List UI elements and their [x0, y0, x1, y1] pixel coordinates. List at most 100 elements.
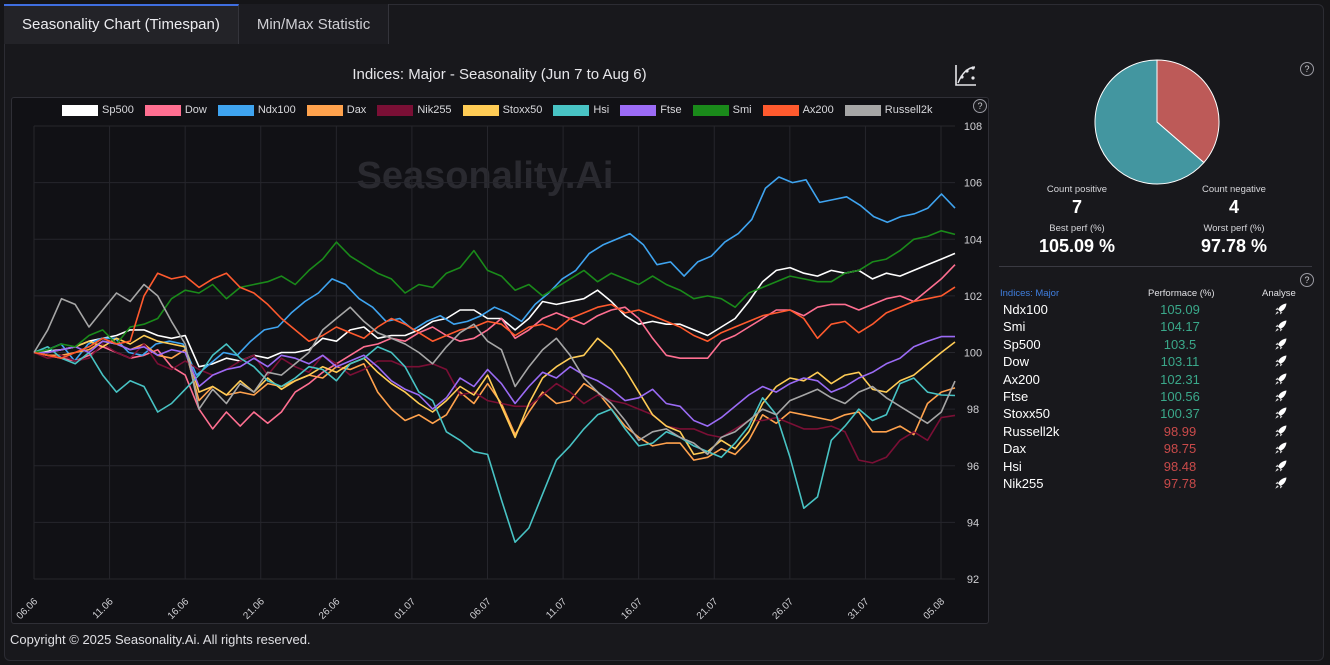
series-line-ax200[interactable] — [33, 272, 956, 360]
table-row[interactable]: Hsi 98.48 — [1000, 459, 1310, 476]
series-line-hsi[interactable] — [33, 343, 956, 544]
x-tick-label: 01.07 — [393, 596, 419, 622]
series-line-dax[interactable] — [33, 340, 956, 461]
legend-label: Russell2k — [884, 104, 933, 116]
pie-slice-positive[interactable] — [1094, 59, 1205, 185]
chart-legend: Sp500 Dow Ndx100 Dax Nik255 Stoxx50 Hsi Ftse Smi… — [62, 104, 932, 116]
x-tick-label: 21.06 — [241, 596, 267, 622]
table-header-indices: Indices: Major — [1000, 288, 1060, 299]
chart-title: Indices: Major - Seasonality (Jun 7 to A… — [352, 66, 647, 83]
legend-label: Smi — [732, 104, 752, 116]
rocket-icon[interactable] — [1268, 354, 1293, 371]
watermark-text: Seasonality.Ai — [357, 155, 614, 197]
worst-perf-label: Worst perf (%) — [1203, 223, 1265, 234]
series-line-sp500[interactable] — [33, 252, 956, 368]
table-row[interactable]: Dax 98.75 — [1000, 441, 1310, 458]
rocket-icon[interactable] — [1268, 389, 1293, 406]
best-perf-value: 105.09 % — [1038, 236, 1116, 256]
rocket-icon[interactable] — [1268, 319, 1293, 336]
legend-swatch — [620, 104, 657, 116]
count-negative-label: Count negative — [1202, 184, 1266, 195]
rocket-icon[interactable] — [1268, 441, 1293, 458]
rocket-icon[interactable] — [1268, 302, 1293, 319]
y-tick-label: 106 — [964, 178, 982, 190]
tab-min-max-statistic[interactable]: Min/Max Statistic — [238, 4, 390, 44]
best-perf-label: Best perf (%) — [1049, 223, 1105, 234]
x-tick-label: 11.06 — [91, 596, 116, 621]
series-line-ftse[interactable] — [34, 335, 955, 427]
legend-item-dax[interactable]: Dax — [306, 104, 367, 116]
rocket-icon[interactable] — [1268, 424, 1293, 441]
table-help-icon[interactable]: ? — [1300, 273, 1314, 287]
x-tick-label: 05.08 — [922, 596, 948, 622]
legend-item-ax200[interactable]: Ax200 — [762, 104, 834, 116]
row-index-name: Dow — [1003, 354, 1030, 370]
row-performance: 100.37 — [1160, 406, 1200, 422]
legend-swatch — [844, 104, 881, 116]
legend-item-ftse[interactable]: Ftse — [620, 104, 682, 116]
chart-zoom-icon[interactable] — [953, 62, 979, 88]
rocket-icon[interactable] — [1268, 459, 1293, 476]
row-performance: 98.48 — [1163, 458, 1197, 474]
legend-swatch — [144, 104, 181, 116]
pie-slice-negative[interactable] — [1156, 59, 1220, 164]
table-row[interactable]: Russell2k 98.99 — [1000, 424, 1310, 441]
row-index-name: Stoxx50 — [1003, 406, 1050, 422]
legend-swatch — [762, 104, 799, 116]
y-tick-label: 96 — [967, 461, 979, 473]
rocket-icon[interactable] — [1268, 337, 1293, 354]
legend-item-dow[interactable]: Dow — [144, 104, 207, 116]
tab-bar: Seasonality Chart (Timespan) Min/Max Sta… — [4, 4, 390, 44]
row-index-name: Hsi — [1003, 458, 1022, 474]
row-index-name: Ax200 — [1003, 371, 1040, 387]
row-performance: 103.5 — [1163, 336, 1197, 352]
rocket-icon[interactable] — [1268, 406, 1293, 423]
legend-item-sp500[interactable]: Sp500 — [62, 104, 134, 116]
table-row[interactable]: Ndx100 105.09 — [1000, 302, 1310, 319]
legend-swatch — [306, 104, 343, 116]
legend-swatch — [217, 104, 254, 116]
series-line-russell2k[interactable] — [33, 283, 956, 456]
x-tick-label: 26.07 — [770, 596, 796, 622]
y-tick-label: 92 — [967, 574, 979, 586]
stats-help-icon[interactable]: ? — [1300, 62, 1314, 76]
row-performance: 105.09 — [1160, 302, 1200, 317]
series-line-nik255[interactable] — [33, 343, 956, 464]
legend-item-smi[interactable]: Smi — [692, 104, 752, 116]
line-chart: Seasonality.Ai 92 94 96 98 100 102 104 106 108 06.… — [15, 121, 983, 622]
row-performance: 100.56 — [1160, 389, 1200, 404]
legend-item-stoxx50[interactable]: Stoxx50 — [462, 104, 542, 116]
worst-perf-value: 97.78 % — [1200, 236, 1268, 256]
table-row[interactable]: Ftse 100.56 — [1000, 389, 1310, 406]
row-performance: 97.78 — [1163, 476, 1197, 491]
row-performance: 103.11 — [1160, 354, 1200, 370]
table-row[interactable]: Smi 104.17 — [1000, 319, 1310, 336]
series-line-dow[interactable] — [33, 264, 956, 430]
count-positive-value: 7 — [1071, 197, 1082, 217]
legend-item-nik255[interactable]: Nik255 — [377, 104, 452, 116]
legend-item-hsi[interactable]: Hsi — [553, 104, 609, 116]
table-row[interactable]: Ax200 102.31 — [1000, 372, 1310, 389]
legend-label: Ftse — [660, 104, 682, 116]
rocket-icon[interactable] — [1268, 476, 1293, 493]
legend-label: Dax — [346, 104, 367, 116]
series-line-smi[interactable] — [33, 230, 956, 354]
table-row[interactable]: Stoxx50 100.37 — [1000, 406, 1310, 423]
legend-label: Dow — [184, 104, 207, 116]
x-tick-label: 06.06 — [15, 596, 41, 622]
legend-item-ndx100[interactable]: Ndx100 — [217, 104, 296, 116]
count-negative-value: 4 — [1228, 197, 1239, 217]
y-tick-label: 98 — [967, 404, 979, 416]
row-index-name: Ndx100 — [1003, 302, 1048, 317]
table-row[interactable]: Nik255 97.78 — [1000, 476, 1310, 493]
y-tick-label: 102 — [964, 291, 982, 303]
legend-label: Sp500 — [102, 104, 134, 116]
chart-help-icon[interactable]: ? — [973, 99, 987, 113]
table-row[interactable]: Sp500 103.5 — [1000, 337, 1310, 354]
tab-seasonality-chart[interactable]: Seasonality Chart (Timespan) — [4, 4, 239, 44]
rocket-icon[interactable] — [1268, 372, 1293, 389]
legend-item-russell2k[interactable]: Russell2k — [844, 104, 933, 116]
row-index-name: Smi — [1003, 319, 1026, 335]
table-row[interactable]: Dow 103.11 — [1000, 354, 1310, 371]
x-tick-label: 16.06 — [166, 596, 192, 622]
